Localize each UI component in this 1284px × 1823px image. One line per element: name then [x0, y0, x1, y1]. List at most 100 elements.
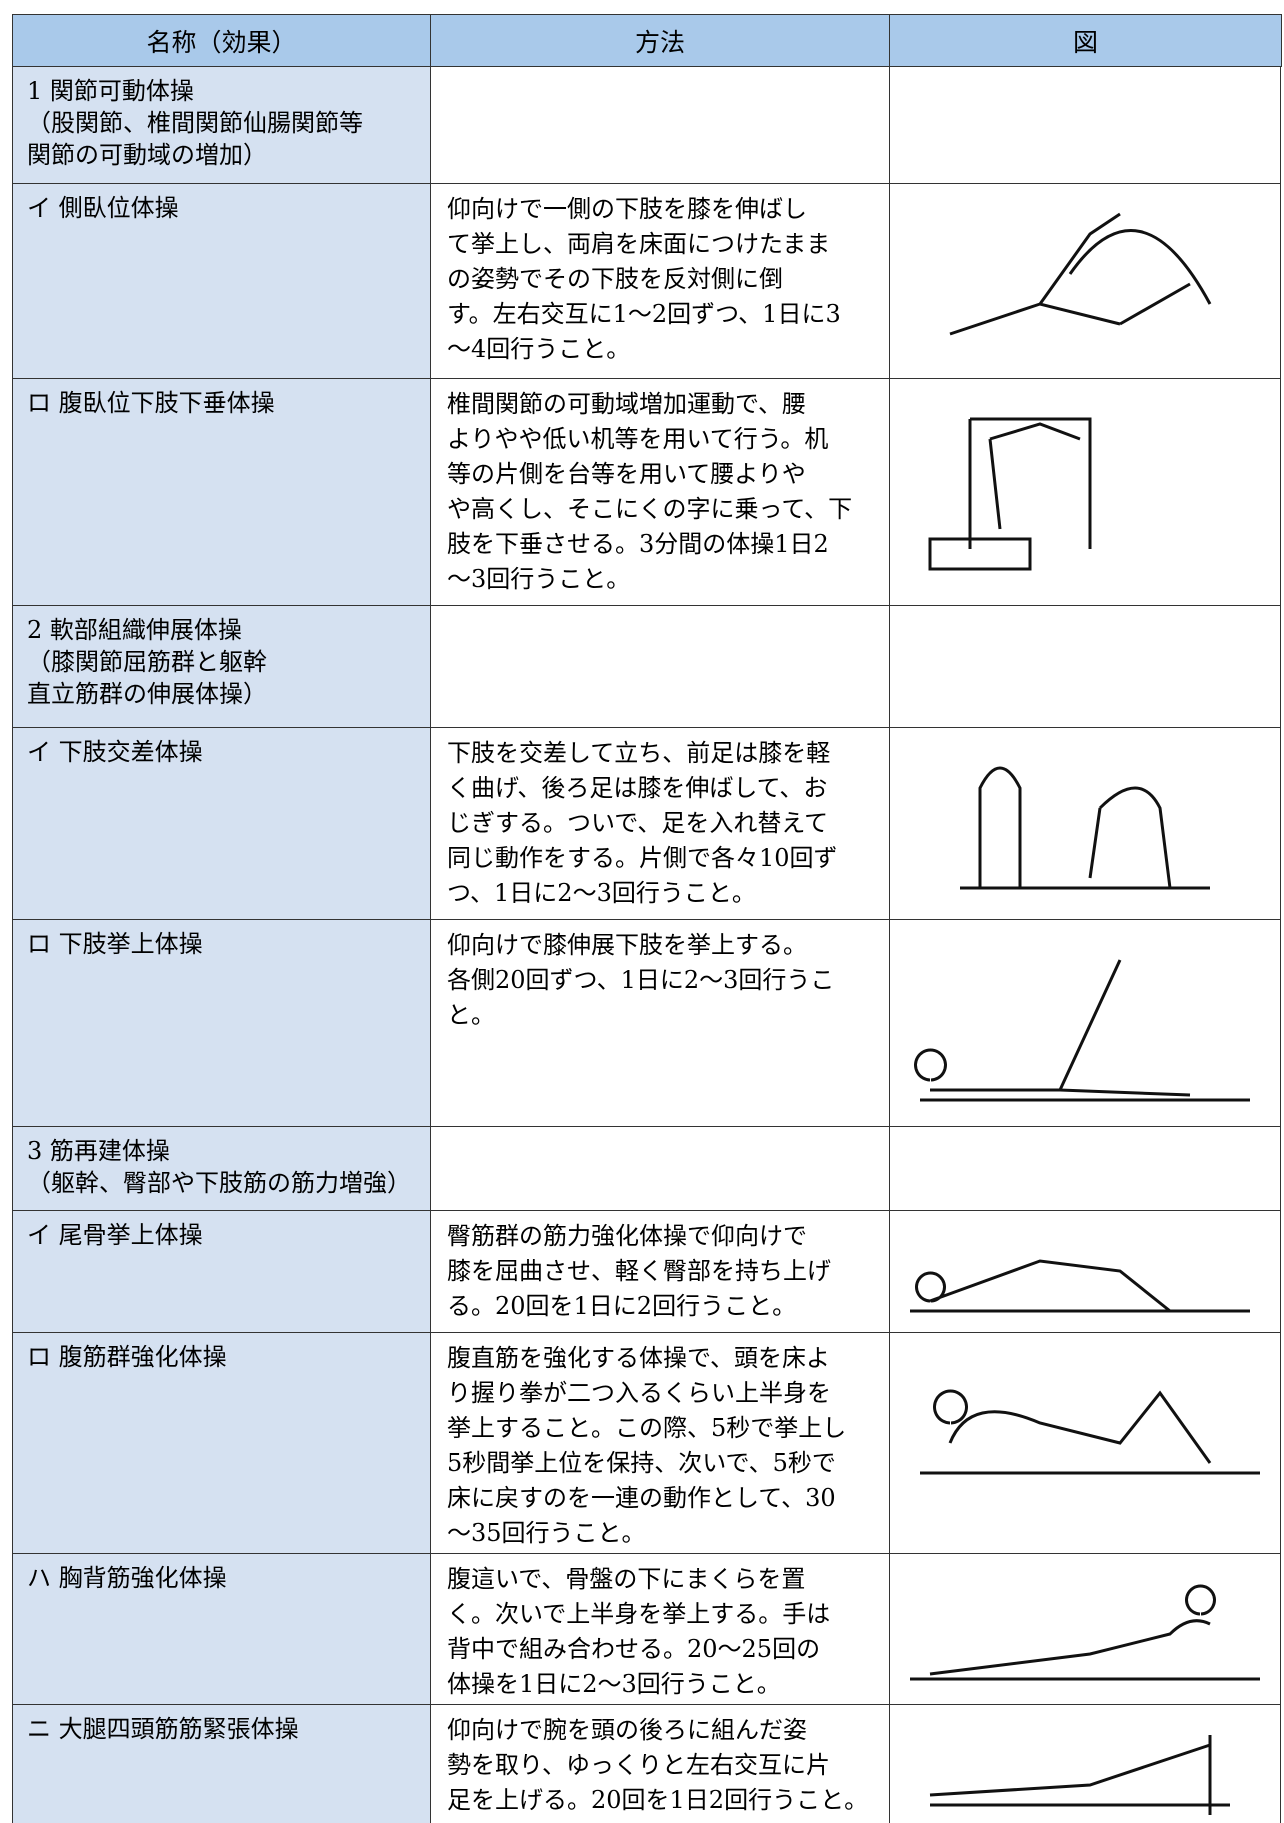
text-line: 臀筋群の筋力強化体操で仰向けで	[447, 1222, 807, 1250]
method-cell	[430, 1126, 890, 1211]
text-line: つ、1日に2～3回行うこと。	[447, 879, 756, 907]
illustration	[949, 212, 1212, 336]
text-line: る。20回を1日に2回行うこと。	[447, 1292, 797, 1320]
name-cell: 3 筋再建体操 （躯幹、臀部や下肢筋の筋力増強）	[12, 1126, 431, 1211]
text-line: じぎする。ついで、足を入れ替えて	[447, 809, 829, 837]
text-line: ロ 下肢挙上体操	[27, 930, 203, 958]
text-line: の姿勢でその下肢を反対側に倒	[447, 265, 783, 293]
text-line: ニ 大腿四頭筋筋緊張体操	[27, 1715, 299, 1743]
text-line: 直立筋群の伸展体操）	[27, 680, 267, 708]
text-line: 3 筋再建体操	[27, 1137, 170, 1165]
name-cell: ハ 胸背筋強化体操	[12, 1553, 431, 1705]
method-cell: 椎間関節の可動域増加運動で、腰 よりやや低い机等を用いて行う。机 等の片側を台等を用…	[430, 378, 890, 606]
header-cell: 図	[889, 14, 1282, 67]
figure-cell	[889, 1704, 1281, 1823]
method-cell	[430, 605, 890, 728]
illustration	[928, 417, 1092, 571]
name-cell: イ 尾骨挙上体操	[12, 1210, 431, 1333]
figure-cell	[889, 183, 1281, 379]
name-cell: ニ 大腿四頭筋筋緊張体操	[12, 1704, 431, 1823]
header-cell: 方法	[430, 14, 890, 67]
illustration	[960, 766, 1210, 890]
method-cell: 仰向けで一側の下肢を膝を伸ばし て挙上し、両肩を床面につけたまま の姿勢でその下肢を…	[430, 183, 890, 379]
text-line: ロ 腹臥位下肢下垂体操	[27, 389, 275, 417]
figure-cell	[889, 66, 1281, 184]
text-line: 挙上すること。この際、5秒で挙上し	[447, 1414, 847, 1442]
name-cell: ロ 腹臥位下肢下垂体操	[12, 378, 431, 606]
figure-cell	[889, 919, 1281, 1127]
name-cell: イ 側臥位体操	[12, 183, 431, 379]
text-line: よりやや低い机等を用いて行う。机	[447, 425, 829, 453]
method-cell: 腹這いで、骨盤の下にまくらを置 く。次いで上半身を挙上する。手は 背中で組み合わせる…	[430, 1553, 890, 1705]
figure-drawing	[910, 1584, 1260, 1681]
text-line: 床に戻すのを一連の動作として、30	[447, 1484, 836, 1512]
text-line: （股関節、椎間関節仙腸関節等	[27, 109, 363, 137]
illustration	[914, 959, 1250, 1102]
text-line: イ 尾骨挙上体操	[27, 1221, 203, 1249]
illustration	[929, 1735, 1230, 1815]
text-line: 各側20回ずつ、1日に2～3回行うこ	[447, 966, 835, 994]
text-line: 仰向けで膝伸展下肢を挙上する。	[447, 931, 807, 959]
name-cell: ロ 下肢挙上体操	[12, 919, 431, 1127]
text-line: 等の片側を台等を用いて腰よりや	[447, 460, 806, 488]
text-line: 仰向けで一側の下肢を膝を伸ばし	[447, 195, 807, 223]
figure-cell	[889, 1332, 1281, 1554]
text-line: 肢を下垂させる。3分間の体操1日2	[447, 530, 829, 558]
text-line: 2 軟部組織伸展体操	[27, 616, 242, 644]
text-line: 椎間関節の可動域増加運動で、腰	[447, 390, 807, 418]
method-cell: 下肢を交差して立ち、前足は膝を軽 く曲げ、後ろ足は膝を伸ばして、お じぎする。ついで…	[430, 727, 890, 920]
figure-cell	[889, 1553, 1281, 1705]
figure-cell	[889, 605, 1281, 728]
text-line: イ 下肢交差体操	[27, 738, 203, 766]
figure-drawing	[949, 212, 1212, 336]
text-line: 1 関節可動体操	[27, 77, 194, 105]
name-cell: 1 関節可動体操 （股関節、椎間関節仙腸関節等 関節の可動域の増加）	[12, 66, 431, 184]
name-cell: ロ 腹筋群強化体操	[12, 1332, 431, 1554]
figure-cell	[889, 378, 1281, 606]
method-cell: 腹直筋を強化する体操で、頭を床よ り握り拳が二つ入るくらい上半身を 挙上すること。こ…	[430, 1332, 890, 1554]
name-cell: 2 軟部組織伸展体操 （膝関節屈筋群と躯幹 直立筋群の伸展体操）	[12, 605, 431, 728]
text-line: す。左右交互に1～2回ずつ、1日に3	[447, 300, 841, 328]
figure-drawing	[960, 766, 1210, 890]
text-line: ロ 腹筋群強化体操	[27, 1343, 227, 1371]
text-line: 足を上げる。20回を1日2回行うこと。	[447, 1786, 869, 1814]
text-line: り握り拳が二つ入るくらい上半身を	[447, 1379, 831, 1407]
text-line: と。	[447, 1001, 495, 1029]
text-line: 仰向けで腕を頭の後ろに組んだ姿	[447, 1716, 807, 1744]
name-cell: イ 下肢交差体操	[12, 727, 431, 920]
text-line: 5秒間挙上位を保持、次いで、5秒で	[447, 1449, 836, 1477]
text-line: 腹直筋を強化する体操で、頭を床よ	[447, 1344, 831, 1372]
text-line: ～35回行うこと。	[447, 1519, 646, 1547]
figure-drawing	[910, 1259, 1250, 1313]
text-line: 勢を取り、ゆっくりと左右交互に片	[447, 1751, 831, 1779]
illustration	[920, 1389, 1260, 1475]
figure-cell	[889, 1210, 1281, 1333]
text-line: ハ 胸背筋強化体操	[27, 1564, 227, 1592]
text-line: 背中で組み合わせる。20～25回の	[447, 1635, 821, 1663]
text-line: や高くし、そこにくの字に乗って、下	[447, 495, 853, 523]
method-cell: 仰向けで膝伸展下肢を挙上する。 各側20回ずつ、1日に2～3回行うこ と。	[430, 919, 890, 1127]
figure-drawing	[929, 1735, 1230, 1815]
figure-cell	[889, 1126, 1281, 1211]
text-line: イ 側臥位体操	[27, 194, 179, 222]
text-line: 腹這いで、骨盤の下にまくらを置	[447, 1565, 806, 1593]
text-line: 膝を屈曲させ、軽く臀部を持ち上げ	[447, 1257, 831, 1285]
text-line: く曲げ、後ろ足は膝を伸ばして、お	[447, 774, 828, 802]
figure-drawing	[928, 417, 1092, 571]
text-line: ～3回行うこと。	[447, 565, 631, 593]
method-cell: 臀筋群の筋力強化体操で仰向けで 膝を屈曲させ、軽く臀部を持ち上げ る。20回を1日に…	[430, 1210, 890, 1333]
text-line: 関節の可動域の増加）	[27, 141, 267, 169]
text-line: 体操を1日に2～3回行うこと。	[447, 1670, 781, 1698]
illustration	[910, 1259, 1250, 1313]
method-cell	[430, 66, 890, 184]
figure-cell	[889, 727, 1281, 920]
text-line: く。次いで上半身を挙上する。手は	[447, 1600, 831, 1628]
figure-drawing	[914, 959, 1250, 1102]
illustration	[910, 1584, 1260, 1681]
text-line: （膝関節屈筋群と躯幹	[27, 648, 267, 676]
text-line: 下肢を交差して立ち、前足は膝を軽	[447, 739, 831, 767]
text-line: 同じ動作をする。片側で各々10回ず	[447, 844, 838, 872]
text-line: て挙上し、両肩を床面につけたまま	[447, 230, 831, 258]
method-cell: 仰向けで腕を頭の後ろに組んだ姿 勢を取り、ゆっくりと左右交互に片足を上げる。20回…	[430, 1704, 890, 1823]
